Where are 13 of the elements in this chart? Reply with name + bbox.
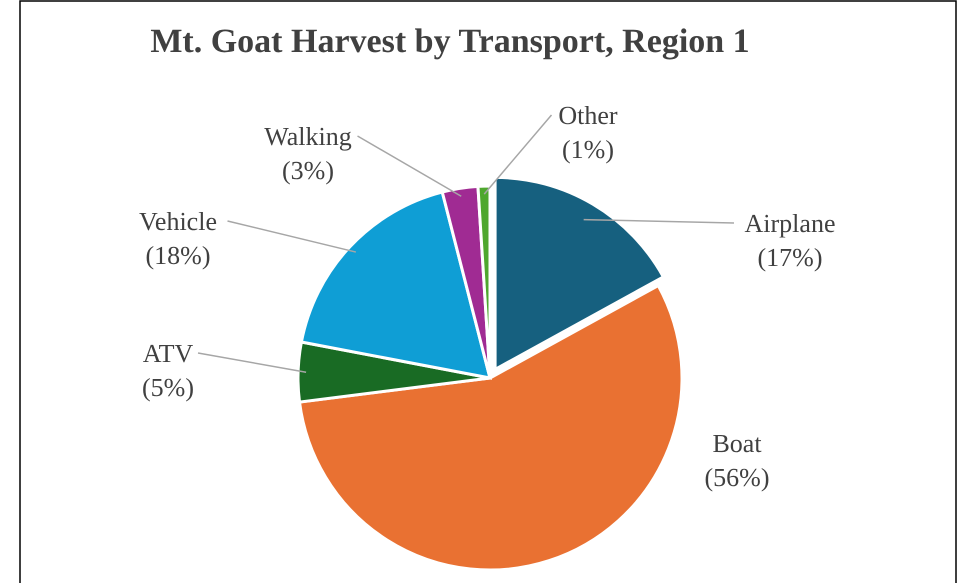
data-label: (56%) <box>704 463 770 492</box>
data-label: (17%) <box>758 243 822 272</box>
data-label: (5%) <box>142 373 194 402</box>
data-label: (1%) <box>562 135 614 164</box>
slice-label: Walking <box>264 122 352 151</box>
chart-title: Mt. Goat Harvest by Transport, Region 1 <box>150 23 750 60</box>
slice-label: Other <box>558 101 618 130</box>
data-label: (18%) <box>146 241 210 270</box>
slice-label: Boat <box>712 429 762 458</box>
slice-label: Airplane <box>744 209 836 238</box>
slice-label: ATV <box>142 339 194 368</box>
data-label: (3%) <box>282 156 334 185</box>
slice-label: Vehicle <box>139 207 217 236</box>
